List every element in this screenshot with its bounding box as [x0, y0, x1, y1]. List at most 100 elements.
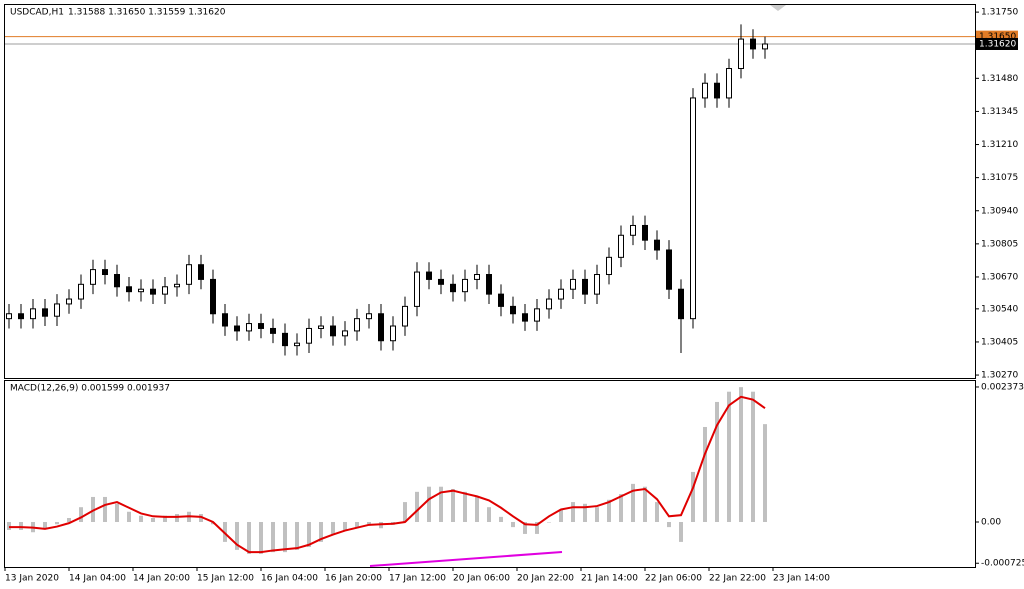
- candle-body: [738, 38, 744, 70]
- candle-body: [570, 278, 576, 290]
- candle-body: [534, 308, 540, 322]
- x-tick-label: 20 Jan 06:00: [453, 574, 510, 584]
- macd-bar: [511, 521, 515, 528]
- candle-body: [210, 278, 216, 315]
- shift-marker: [770, 5, 786, 11]
- candle-body: [102, 269, 108, 276]
- macd-bar: [67, 518, 71, 522]
- candle-body: [702, 82, 708, 99]
- macd-title: MACD(12,26,9) 0.001599 0.001937: [10, 384, 170, 394]
- candle-body: [714, 82, 720, 99]
- macd-bar: [307, 521, 311, 548]
- candle-body: [66, 298, 72, 305]
- candle-body: [42, 308, 48, 317]
- macd-bar: [151, 518, 155, 522]
- macd-bar: [487, 507, 491, 522]
- macd-bar: [559, 510, 563, 522]
- macd-y-tick-label: 0.00: [981, 517, 1001, 527]
- y-tick-label: 1.30940: [981, 206, 1018, 216]
- candle-body: [390, 325, 396, 342]
- x-tick-label: 13 Jan 2020: [5, 574, 59, 584]
- candle-body: [174, 283, 180, 288]
- macd-pane: [4, 380, 976, 568]
- chart-title: USDCAD,H1: [10, 8, 64, 18]
- candle-body: [6, 313, 12, 320]
- macd-bar: [679, 521, 683, 542]
- macd-bar: [91, 496, 95, 522]
- candle-body: [30, 308, 36, 320]
- candle-body: [246, 323, 252, 332]
- candle-body: [270, 327, 276, 334]
- macd-bar: [739, 387, 743, 522]
- candle-body: [726, 68, 732, 99]
- macd-bar: [247, 521, 251, 554]
- x-tick-label: 23 Jan 14:00: [773, 574, 830, 584]
- candle-body: [654, 239, 660, 251]
- macd-bar: [271, 521, 275, 553]
- candle-body: [150, 288, 156, 295]
- candle-body: [282, 332, 288, 347]
- candle-body: [606, 256, 612, 276]
- y-tick-label: 1.31750: [981, 8, 1018, 18]
- candle-body: [402, 305, 408, 327]
- candle-body: [438, 278, 444, 285]
- candle-body: [54, 303, 60, 317]
- candle-body: [342, 330, 348, 337]
- candle-body: [186, 264, 192, 285]
- candle-body: [18, 313, 24, 320]
- macd-bar: [343, 521, 347, 530]
- macd-bar: [19, 521, 23, 530]
- y-tick-label: 1.30270: [981, 371, 1018, 381]
- x-tick-label: 14 Jan 20:00: [133, 574, 190, 584]
- y-tick-label: 1.30540: [981, 304, 1018, 314]
- macd-bar: [103, 496, 107, 522]
- y-tick-label: 1.31480: [981, 74, 1018, 84]
- candle-body: [546, 298, 552, 310]
- candle-body: [762, 43, 768, 50]
- candle-body: [294, 342, 300, 347]
- candle-body: [642, 224, 648, 241]
- y-tick-label: 1.31075: [981, 173, 1018, 183]
- macd-bar: [427, 486, 431, 522]
- macd-bar: [727, 391, 731, 522]
- macd-bar: [583, 503, 587, 522]
- macd-bar: [259, 521, 263, 554]
- macd-bar: [139, 515, 143, 522]
- candle-body: [618, 234, 624, 258]
- candle-body: [426, 271, 432, 280]
- candle-body: [582, 278, 588, 295]
- macd-bar: [631, 483, 635, 522]
- macd-bar: [619, 494, 623, 522]
- macd-bar: [355, 521, 359, 528]
- macd-bar: [331, 521, 335, 534]
- macd-bar: [595, 507, 599, 522]
- macd-bar: [691, 471, 695, 522]
- candle-body: [366, 313, 372, 320]
- x-tick-label: 17 Jan 12:00: [389, 574, 446, 584]
- candle-body: [234, 325, 240, 332]
- macd-signal: [9, 395, 766, 554]
- ask-line-label: 1.31650: [979, 32, 1016, 42]
- candle-body: [750, 38, 756, 50]
- candle-body: [666, 249, 672, 290]
- macd-bar: [499, 516, 503, 522]
- candle-body: [462, 278, 468, 293]
- candle-body: [258, 323, 264, 329]
- macd-bar: [703, 426, 707, 522]
- candle-body: [594, 274, 600, 295]
- macd-bar: [175, 514, 179, 522]
- x-tick-label: 14 Jan 04:00: [69, 574, 126, 584]
- candle-body: [330, 325, 336, 337]
- macd-y-tick-label: -0.000725: [981, 559, 1024, 569]
- macd-bar: [367, 521, 371, 525]
- x-tick-label: 15 Jan 12:00: [197, 574, 254, 584]
- macd-bar: [79, 507, 83, 522]
- macd-bar: [235, 521, 239, 550]
- macd-bar: [115, 503, 119, 522]
- candle-body: [114, 274, 120, 288]
- macd-bar: [547, 521, 551, 523]
- macd-bar: [715, 401, 719, 522]
- candle-body: [558, 288, 564, 300]
- macd-bar: [439, 486, 443, 522]
